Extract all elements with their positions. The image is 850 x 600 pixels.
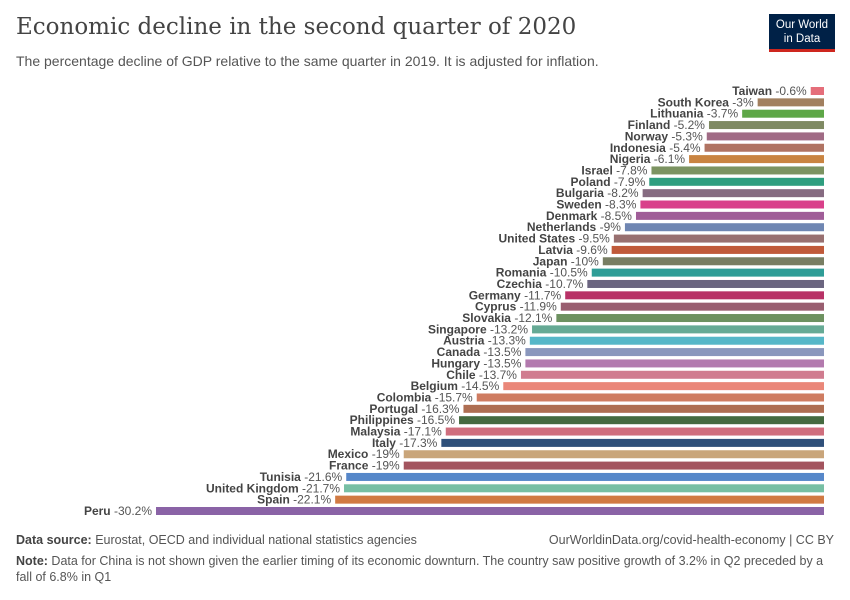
bar-south-korea[interactable]	[757, 98, 824, 107]
bar-israel[interactable]	[651, 166, 824, 175]
bar-label: Bulgaria -8.2%	[556, 186, 639, 200]
bar-label: Japan -10%	[533, 254, 599, 268]
bar-label: Hungary -13.5%	[431, 356, 521, 370]
bar-label: Norway -5.3%	[625, 129, 703, 143]
bar-united-states[interactable]	[613, 234, 824, 243]
bar-hungary[interactable]	[525, 359, 824, 368]
bar-czechia[interactable]	[587, 279, 824, 288]
bar-portugal[interactable]	[463, 404, 824, 413]
bar-peru[interactable]	[156, 507, 824, 515]
bar-chile[interactable]	[520, 370, 824, 379]
bar-label: Slovakia -12.1%	[462, 311, 552, 325]
bar-spain[interactable]	[335, 495, 824, 504]
bar-label: Tunisia -21.6%	[260, 470, 343, 484]
bar-label: Cyprus -11.9%	[475, 300, 557, 314]
bar-germany[interactable]	[565, 291, 824, 300]
bar-label: Latvia -9.6%	[538, 243, 608, 257]
bar-taiwan[interactable]	[810, 87, 824, 95]
bar-label: Romania -10.5%	[496, 266, 588, 280]
bar-label: Peru -30.2%	[84, 504, 152, 518]
bar-label: Portugal -16.3%	[369, 402, 459, 416]
bar-label: Spain -22.1%	[257, 493, 331, 507]
bar-lithuania[interactable]	[742, 109, 824, 118]
bar-label: Denmark -8.5%	[546, 209, 632, 223]
chart-subtitle: The percentage decline of GDP relative t…	[16, 53, 599, 69]
bar-label: South Korea -3%	[658, 95, 754, 109]
bar-romania[interactable]	[591, 268, 824, 277]
bar-austria[interactable]	[529, 336, 824, 345]
source-url-link[interactable]: OurWorldinData.org/covid-health-economy …	[548, 533, 834, 547]
bar-label: Philippines -16.5%	[350, 413, 456, 427]
bar-label: Israel -7.8%	[581, 163, 647, 177]
bar-colombia[interactable]	[476, 393, 824, 402]
bar-label: Germany -11.7%	[469, 288, 562, 302]
bar-nigeria[interactable]	[689, 155, 824, 164]
bar-label: Colombia -15.7%	[377, 390, 473, 404]
bar-tunisia[interactable]	[346, 472, 824, 481]
bar-italy[interactable]	[441, 438, 824, 447]
bar-label: Nigeria -6.1%	[610, 152, 686, 166]
bar-label: Chile -13.7%	[446, 368, 517, 382]
bar-label: Mexico -19%	[328, 447, 400, 461]
bar-label: Lithuania -3.7%	[650, 107, 738, 121]
chart-note: Note: Data for China is not shown given …	[16, 554, 824, 584]
bar-label: United Kingdom -21.7%	[206, 481, 340, 495]
bar-singapore[interactable]	[532, 325, 824, 334]
chart-title: Economic decline in the second quarter o…	[16, 14, 577, 40]
bar-label: Netherlands -9%	[527, 220, 621, 234]
bar-united-kingdom[interactable]	[344, 484, 824, 493]
bar-label: Indonesia -5.4%	[610, 141, 701, 155]
bar-sweden[interactable]	[640, 200, 824, 209]
bar-bulgaria[interactable]	[642, 189, 824, 198]
bar-norway[interactable]	[706, 132, 824, 141]
bar-label: France -19%	[329, 459, 400, 473]
bar-cyprus[interactable]	[560, 302, 824, 311]
bar-label: Italy -17.3%	[372, 436, 438, 450]
bar-label: United States -9.5%	[498, 232, 610, 246]
bar-japan[interactable]	[602, 257, 824, 266]
bar-finland[interactable]	[708, 121, 824, 130]
bar-label: Singapore -13.2%	[428, 322, 528, 336]
bar-chart: Taiwan -0.6%South Korea -3%Lithuania -3.…	[84, 84, 824, 518]
bar-poland[interactable]	[649, 177, 824, 186]
bar-philippines[interactable]	[459, 416, 824, 425]
bar-label: Taiwan -0.6%	[732, 84, 807, 98]
bar-label: Belgium -14.5%	[411, 379, 500, 393]
bar-label: Czechia -10.7%	[497, 277, 584, 291]
bar-latvia[interactable]	[611, 245, 824, 254]
owid-logo[interactable]: Our World in Data	[769, 14, 835, 52]
bar-label: Austria -13.3%	[443, 334, 526, 348]
bar-slovakia[interactable]	[556, 314, 824, 323]
data-source: Data source: Eurostat, OECD and individu…	[16, 533, 417, 547]
bar-mexico[interactable]	[403, 450, 824, 459]
bar-label: Malaysia -17.1%	[350, 425, 442, 439]
bar-indonesia[interactable]	[704, 143, 824, 152]
bar-label: Canada -13.5%	[437, 345, 522, 359]
bar-label: Finland -5.2%	[628, 118, 706, 132]
bar-canada[interactable]	[525, 348, 824, 357]
bar-malaysia[interactable]	[445, 427, 824, 436]
bar-france[interactable]	[403, 461, 824, 470]
bar-belgium[interactable]	[503, 382, 824, 391]
bar-netherlands[interactable]	[624, 223, 824, 232]
bar-label: Sweden -8.3%	[556, 198, 636, 212]
bar-denmark[interactable]	[635, 211, 824, 220]
bar-label: Poland -7.9%	[571, 175, 646, 189]
